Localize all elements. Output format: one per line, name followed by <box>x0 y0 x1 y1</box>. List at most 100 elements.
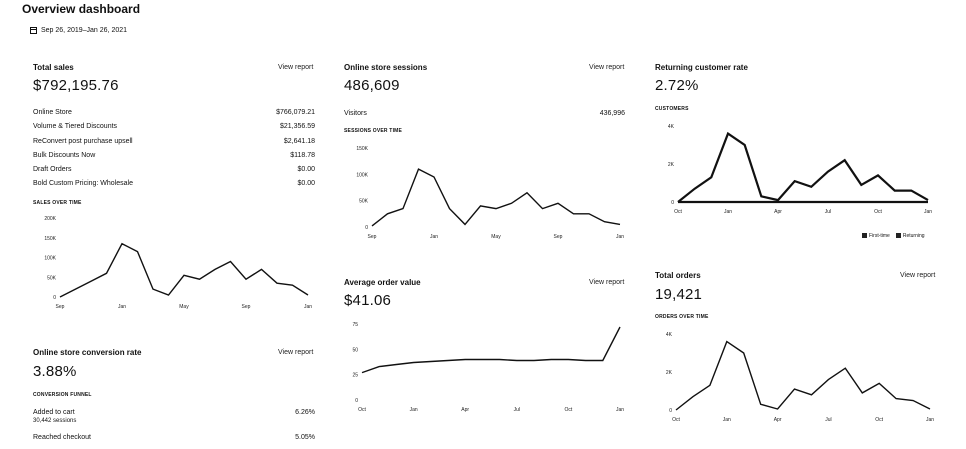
total-sales-breakdown: Online Store $766,079.21 Volume & Tiered… <box>33 109 315 195</box>
sales-series-line <box>59 242 309 298</box>
breakdown-value: $2,641.18 <box>283 137 315 145</box>
x-tick-label: May <box>179 304 189 310</box>
y-tick-label: 150K <box>44 236 56 242</box>
total-sales-title: Total sales <box>33 63 74 72</box>
breakdown-value: $21,356.59 <box>279 123 315 131</box>
funnel-reached-checkout-rate: 5.05% <box>295 434 315 441</box>
sessions-chart-caption: SESSIONS OVER TIME <box>344 128 403 134</box>
date-range-picker[interactable]: Sep 26, 2019–Jan 26, 2021 <box>30 27 127 34</box>
breakdown-row: Online Store $766,079.21 <box>33 109 315 123</box>
x-tick-label: Sep <box>368 234 377 240</box>
y-tick-label: 75 <box>352 322 358 328</box>
sales-chart-caption: SALES OVER TIME <box>33 200 82 206</box>
returning-rate-value: 2.72% <box>655 77 699 94</box>
x-tick-label: Sep <box>242 304 251 310</box>
x-tick-label: Oct <box>672 417 680 423</box>
breakdown-label: Bulk Discounts Now <box>33 151 96 159</box>
funnel-added-to-cart-rate: 6.26% <box>295 409 315 416</box>
breakdown-row: Volume & Tiered Discounts $21,356.59 <box>33 123 315 137</box>
x-tick-label: May <box>491 234 501 240</box>
returning-series-line <box>677 131 929 203</box>
x-tick-label: Jan <box>616 234 624 240</box>
aov-view-report-link[interactable]: View report <box>589 279 625 286</box>
x-tick-label: Jan <box>410 407 418 413</box>
y-tick-label: 200K <box>44 216 56 222</box>
breakdown-label: Draft Orders <box>33 166 72 174</box>
breakdown-value: $0.00 <box>297 180 315 188</box>
y-tick-label: 100K <box>44 256 56 262</box>
x-tick-label: Sep <box>56 304 65 310</box>
breakdown-label: Online Store <box>33 109 72 116</box>
funnel-added-to-cart-sessions: 30,442 sessions <box>33 418 77 424</box>
y-tick-label: 2K <box>666 370 673 376</box>
y-tick-label: 50K <box>359 199 369 205</box>
visitors-label: Visitors <box>344 110 367 117</box>
legend-item-first-time: First-time <box>862 233 890 239</box>
y-tick-label: 100K <box>356 172 368 178</box>
y-tick-label: 0 <box>355 398 358 404</box>
y-tick-label: 0 <box>365 225 368 231</box>
y-tick-label: 50K <box>47 275 57 281</box>
x-tick-label: Jan <box>723 417 731 423</box>
sessions-view-report-link[interactable]: View report <box>589 64 625 71</box>
aov-value: $41.06 <box>344 292 392 309</box>
x-tick-label: Jan <box>616 407 624 413</box>
breakdown-row: ReConvert post purchase upsell $2,641.18 <box>33 138 315 152</box>
total-sales-view-report-link[interactable]: View report <box>278 64 314 71</box>
legend-first-time-label: First-time <box>869 233 890 239</box>
y-tick-label: 0 <box>53 295 56 301</box>
x-tick-label: Jul <box>825 417 831 423</box>
y-tick-label: 25 <box>352 373 358 379</box>
x-tick-label: Jan <box>924 209 932 215</box>
total-sales-value: $792,195.76 <box>33 77 119 94</box>
aov-series-line <box>361 326 621 374</box>
y-tick-label: 150K <box>356 146 368 152</box>
orders-series-line <box>675 340 931 411</box>
customers-legend: First-time Returning <box>862 233 925 239</box>
legend-swatch-icon <box>862 233 867 239</box>
breakdown-row: Draft Orders $0.00 <box>33 166 315 180</box>
x-tick-label: Jan <box>118 304 126 310</box>
sessions-series-line <box>371 168 621 227</box>
funnel-reached-checkout-label: Reached checkout <box>33 434 91 441</box>
x-tick-label: Oct <box>674 209 682 215</box>
conversion-value: 3.88% <box>33 363 77 380</box>
sessions-title: Online store sessions <box>344 63 428 72</box>
date-range-label: Sep 26, 2019–Jan 26, 2021 <box>41 27 128 34</box>
orders-title: Total orders <box>655 271 701 280</box>
x-tick-label: Jan <box>304 304 312 310</box>
x-tick-label: Jul <box>825 209 831 215</box>
x-tick-label: Jan <box>724 209 732 215</box>
breakdown-row: Bulk Discounts Now $118.78 <box>33 152 315 166</box>
breakdown-label: Volume & Tiered Discounts <box>33 123 118 131</box>
x-tick-label: Apr <box>461 407 469 413</box>
legend-returning-label: Returning <box>902 233 925 239</box>
x-tick-label: Oct <box>874 209 882 215</box>
sessions-value: 486,609 <box>344 77 400 94</box>
conversion-view-report-link[interactable]: View report <box>278 349 314 356</box>
page-title: Overview dashboard <box>22 2 141 16</box>
x-tick-label: Sep <box>554 234 563 240</box>
orders-view-report-link[interactable]: View report <box>900 272 936 279</box>
breakdown-value: $766,079.21 <box>276 109 315 116</box>
breakdown-label: Bold Custom Pricing: Wholesale <box>33 180 133 188</box>
x-tick-label: Jan <box>926 417 934 423</box>
x-tick-label: Jan <box>430 234 438 240</box>
breakdown-label: ReConvert post purchase upsell <box>33 137 133 145</box>
orders-value: 19,421 <box>655 286 703 303</box>
breakdown-value: $118.78 <box>290 151 315 159</box>
breakdown-row: Bold Custom Pricing: Wholesale $0.00 <box>33 180 315 194</box>
x-tick-label: Apr <box>774 209 782 215</box>
customers-chart-caption: CUSTOMERS <box>655 106 689 112</box>
x-tick-label: Oct <box>358 407 366 413</box>
y-tick-label: 4K <box>668 124 675 130</box>
calendar-icon <box>30 27 37 34</box>
y-tick-label: 2K <box>668 162 675 168</box>
aov-title: Average order value <box>344 278 421 287</box>
funnel-added-to-cart-label: Added to cart <box>33 409 75 416</box>
y-tick-label: 50 <box>352 347 358 353</box>
